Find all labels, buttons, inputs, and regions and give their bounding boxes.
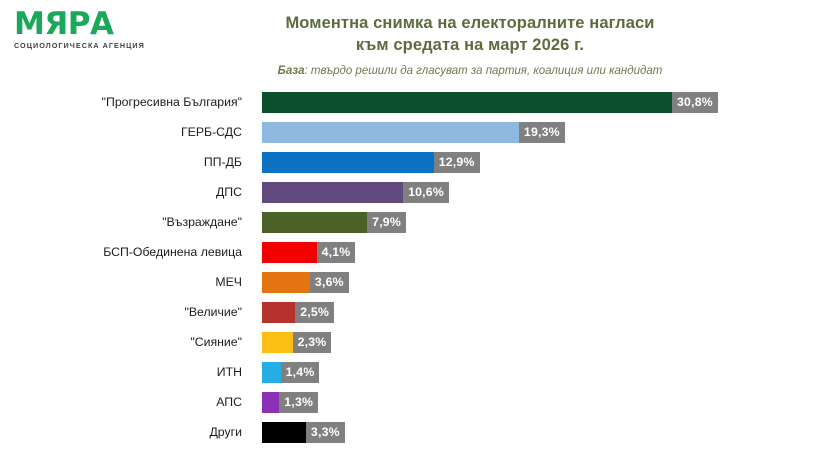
chart-row: БСП-Обединена левица 4,1% <box>0 242 840 272</box>
chart-row: "Прогресивна България" 30,8% <box>0 92 840 122</box>
value-label: 30,8% <box>672 92 718 113</box>
bar <box>262 122 519 143</box>
category-label: "Прогресивна България" <box>101 95 242 109</box>
value-label: 3,6% <box>309 272 349 293</box>
bar <box>262 332 293 353</box>
value-label: 4,1% <box>316 242 356 263</box>
chart-row: "Възраждане" 7,9% <box>0 212 840 242</box>
bar <box>262 272 310 293</box>
bar <box>262 152 434 173</box>
page-title: Моментна снимка на електоралните нагласи… <box>160 12 780 56</box>
category-label: АПС <box>216 395 242 409</box>
bar <box>262 92 672 113</box>
bar-group: 19,3% <box>262 122 565 143</box>
subtitle-base-label: База <box>277 65 305 77</box>
bar-group: 12,9% <box>262 152 480 173</box>
title-line-2: към средата на март 2026 г. <box>355 36 585 54</box>
chart-row: АПС 1,3% <box>0 392 840 422</box>
bar <box>262 422 306 443</box>
value-label: 1,3% <box>279 392 319 413</box>
bar <box>262 182 404 203</box>
bar-group: 2,5% <box>262 302 335 323</box>
category-label: БСП-Обединена левица <box>103 245 242 259</box>
bar <box>262 302 296 323</box>
chart-row: "Величие" 2,5% <box>0 302 840 332</box>
bar-group: 4,1% <box>262 242 356 263</box>
value-label: 12,9% <box>433 152 480 173</box>
category-label: ИТН <box>216 365 242 379</box>
category-label: ДПС <box>215 185 242 199</box>
bar <box>262 392 280 413</box>
category-label: МЕЧ <box>215 275 242 289</box>
bar-group: 3,3% <box>262 422 345 443</box>
chart-row: ПП-ДБ 12,9% <box>0 152 840 182</box>
bar-group: 3,6% <box>262 272 349 293</box>
chart-row: Други 3,3% <box>0 422 840 452</box>
bar-group: 7,9% <box>262 212 406 233</box>
category-label: ПП-ДБ <box>203 155 242 169</box>
subtitle-description: : твърдо решили да гласуват за партия, к… <box>304 65 663 77</box>
bar-group: 1,4% <box>262 362 320 383</box>
value-label: 1,4% <box>280 362 320 383</box>
chart-row: ДПС 10,6% <box>0 182 840 212</box>
bar <box>262 242 317 263</box>
chart-row: ИТН 1,4% <box>0 362 840 392</box>
chart-row: МЕЧ 3,6% <box>0 272 840 302</box>
title-line-1: Моментна снимка на електоралните нагласи <box>285 14 655 32</box>
category-label: ГЕРБ-СДС <box>180 125 242 139</box>
chart-row: ГЕРБ-СДС 19,3% <box>0 122 840 152</box>
bar-group: 1,3% <box>262 392 319 413</box>
value-label: 7,9% <box>367 212 406 233</box>
category-label: "Величие" <box>184 305 242 319</box>
chart-subtitle: База: твърдо решили да гласуват за парти… <box>160 64 780 79</box>
chart-row: "Сияние" 2,3% <box>0 332 840 362</box>
bar-group: 2,3% <box>262 332 332 353</box>
value-label: 3,3% <box>305 422 345 443</box>
category-label: "Възраждане" <box>162 215 242 229</box>
bar <box>262 212 368 233</box>
category-label: Други <box>209 425 242 439</box>
agency-logo: МЯРА СОЦИОЛОГИЧЕСКА АГЕНЦИЯ <box>14 8 150 54</box>
bar <box>262 362 281 383</box>
category-label: "Сияние" <box>190 335 242 349</box>
value-label: 2,5% <box>295 302 335 323</box>
bar-group: 30,8% <box>262 92 718 113</box>
value-label: 19,3% <box>518 122 565 143</box>
value-label: 2,3% <box>292 332 332 353</box>
logo-tagline: СОЦИОЛОГИЧЕСКА АГЕНЦИЯ <box>14 41 145 50</box>
bar-chart: "Прогресивна България" 30,8% ГЕРБ-СДС 19,3%… <box>0 92 840 464</box>
value-label: 10,6% <box>403 182 449 203</box>
logo-wordmark: МЯРА <box>14 6 114 42</box>
bar-group: 10,6% <box>262 182 449 203</box>
